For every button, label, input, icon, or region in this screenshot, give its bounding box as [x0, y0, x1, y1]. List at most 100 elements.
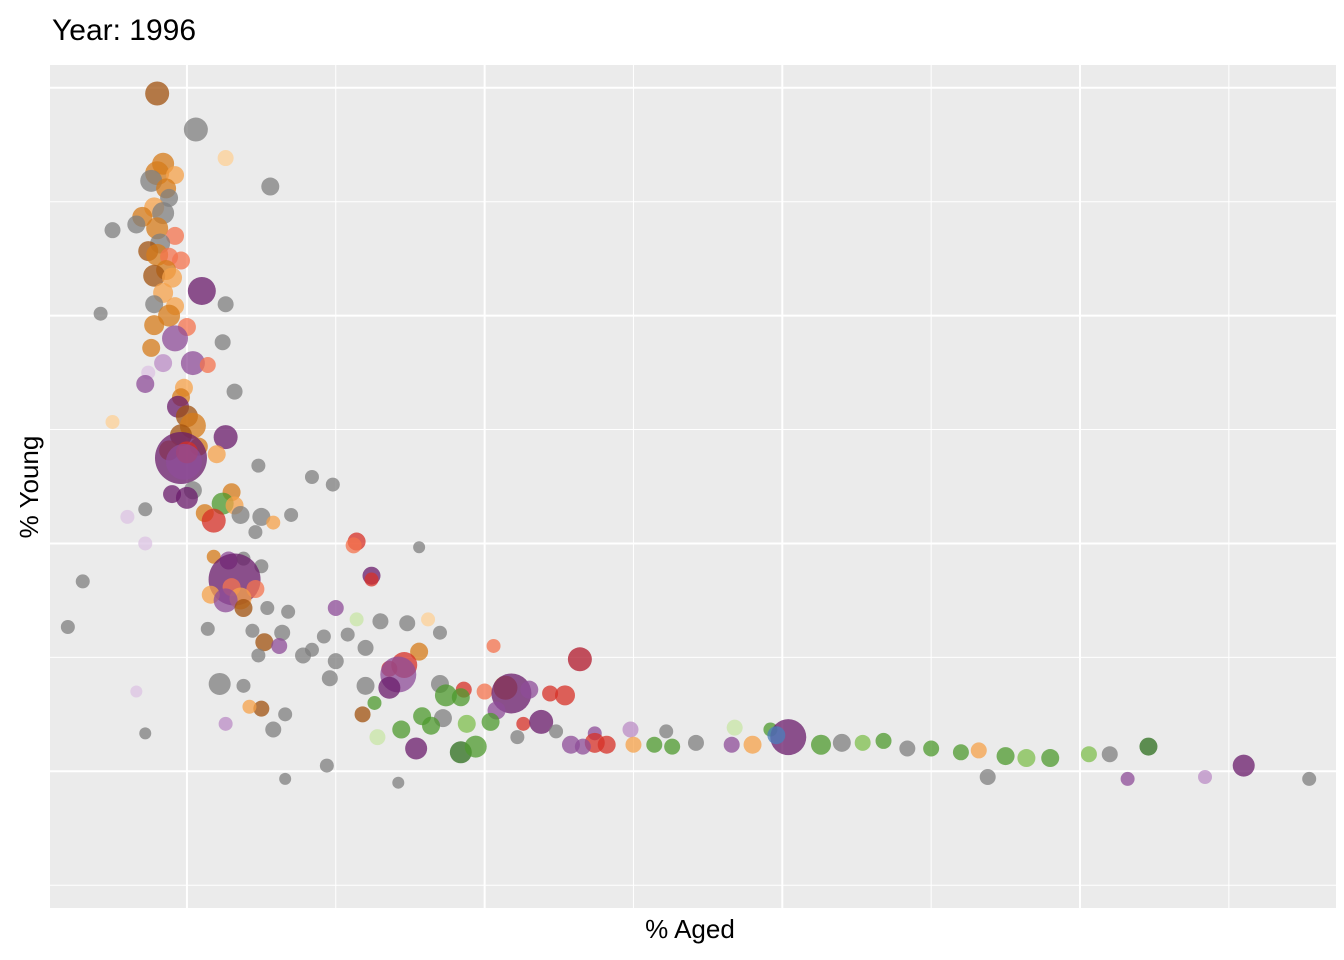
data-point	[743, 735, 762, 754]
data-point	[208, 672, 231, 695]
data-point	[1080, 746, 1097, 763]
data-point	[138, 536, 153, 551]
data-point	[187, 276, 216, 305]
data-point	[175, 486, 198, 509]
data-point	[410, 642, 429, 661]
data-point	[345, 537, 362, 554]
data-point	[399, 615, 416, 632]
data-point	[281, 604, 296, 619]
data-point	[434, 684, 457, 707]
data-point	[284, 507, 299, 522]
data-point	[811, 734, 832, 755]
data-point	[1120, 771, 1135, 786]
data-point	[542, 685, 559, 702]
data-point	[687, 734, 704, 751]
data-point	[158, 304, 181, 327]
data-point	[260, 601, 275, 616]
data-point	[127, 215, 146, 234]
data-point	[1041, 749, 1060, 768]
data-point	[231, 505, 250, 524]
data-point	[481, 712, 500, 731]
data-point	[486, 638, 501, 653]
data-point	[378, 676, 401, 699]
data-point	[143, 264, 166, 287]
data-point	[319, 758, 334, 773]
data-point	[354, 706, 371, 723]
data-point	[213, 425, 238, 450]
data-point	[253, 700, 270, 717]
data-point	[422, 716, 441, 735]
data-point	[214, 334, 231, 351]
data-point	[405, 737, 428, 760]
data-point	[567, 647, 592, 672]
data-point	[183, 117, 208, 142]
data-point	[723, 736, 740, 753]
data-point	[145, 81, 170, 106]
data-point	[1198, 769, 1213, 784]
data-point	[136, 374, 155, 393]
data-point	[659, 724, 674, 739]
data-point	[597, 735, 616, 754]
data-point	[145, 295, 164, 314]
data-point	[432, 625, 447, 640]
data-point	[180, 351, 205, 376]
data-point	[248, 525, 263, 540]
data-point	[367, 695, 382, 710]
data-point	[510, 730, 525, 745]
data-point	[138, 502, 153, 517]
data-point	[923, 740, 940, 757]
data-point	[171, 251, 190, 270]
data-point	[356, 676, 375, 695]
data-point	[1101, 746, 1118, 763]
data-point	[554, 685, 575, 706]
data-point	[142, 338, 161, 357]
data-point	[245, 623, 260, 638]
data-point	[252, 507, 271, 526]
data-point	[369, 729, 386, 746]
data-point	[1232, 754, 1255, 777]
data-point	[295, 647, 312, 664]
data-point	[1139, 737, 1158, 756]
gridlines	[37, 65, 1336, 908]
y-axis-label: % Young	[14, 436, 44, 539]
data-point	[327, 600, 344, 617]
data-point	[364, 572, 379, 587]
data-point	[234, 599, 253, 618]
data-point	[217, 150, 234, 167]
data-point	[75, 574, 90, 589]
data-point	[316, 629, 331, 644]
data-point	[217, 296, 234, 313]
data-point	[213, 588, 238, 613]
data-point	[130, 685, 143, 698]
data-point	[279, 772, 292, 785]
data-point	[421, 612, 436, 627]
data-point	[726, 719, 743, 736]
plot-panel	[50, 65, 1336, 908]
data-point	[464, 735, 487, 758]
data-point	[767, 726, 786, 745]
data-point	[242, 699, 257, 714]
data-point	[875, 732, 892, 749]
data-point	[413, 541, 426, 554]
data-point	[451, 688, 470, 707]
data-point	[274, 624, 291, 641]
data-point	[200, 621, 215, 636]
data-point	[255, 633, 274, 652]
data-point	[996, 747, 1015, 766]
data-point	[340, 627, 355, 642]
data-point	[516, 716, 531, 731]
data-point	[372, 613, 389, 630]
data-point	[1302, 771, 1317, 786]
data-point	[349, 612, 364, 627]
data-point	[304, 470, 319, 485]
data-point	[266, 515, 281, 530]
data-point	[952, 744, 969, 761]
data-point	[199, 356, 216, 373]
data-point	[166, 226, 185, 245]
data-point	[162, 267, 183, 288]
data-point	[165, 443, 202, 480]
data-point	[154, 354, 173, 373]
data-point	[146, 217, 169, 240]
data-point	[246, 580, 265, 599]
